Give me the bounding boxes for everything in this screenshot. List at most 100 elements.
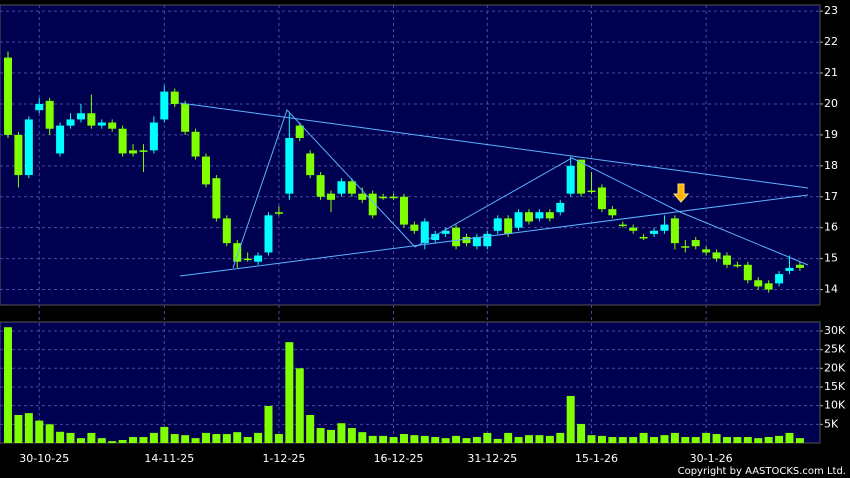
candle-body (691, 240, 700, 247)
y-tick-label: 10K (824, 399, 846, 412)
volume-bar (327, 429, 336, 443)
volume-bar (347, 428, 356, 443)
candle-body (764, 283, 773, 290)
volume-bar (743, 437, 752, 443)
candle-body (181, 103, 190, 132)
x-tick-label: 30-1-26 (690, 452, 733, 465)
volume-bar (87, 432, 96, 443)
volume-bar (316, 428, 325, 443)
volume-bar (722, 437, 731, 443)
candle-body (76, 113, 85, 120)
candle-body (97, 122, 106, 126)
candle-body (483, 233, 492, 247)
candle-body (264, 215, 273, 253)
candle-body (160, 91, 169, 120)
volume-bar (514, 437, 523, 443)
candle-body (472, 236, 481, 247)
candle-body (368, 193, 377, 216)
candle-body (577, 159, 586, 194)
signal-arrow (672, 183, 690, 203)
volume-bar (56, 431, 65, 443)
volume-bar (306, 414, 315, 443)
volume-bar (629, 437, 638, 443)
grid (0, 5, 820, 443)
volume-bar (441, 438, 450, 443)
volume-bar (45, 424, 54, 443)
candle-body (108, 122, 117, 129)
candle-body (795, 264, 804, 268)
volume-bar (420, 435, 429, 443)
candle-body (274, 212, 283, 214)
volume-bar (556, 432, 565, 443)
volume-bar (504, 432, 513, 443)
candle-body (191, 131, 200, 157)
candle-body (452, 227, 461, 247)
candle-body (504, 218, 513, 234)
x-tick-label: 15-1-26 (575, 452, 618, 465)
candle-body (399, 196, 408, 225)
y-tick-label: 15 (824, 252, 838, 265)
volume-bar (181, 435, 190, 443)
volume-bar (97, 438, 106, 443)
candle-body (327, 193, 336, 200)
candle-body (295, 125, 304, 138)
volume-bar (24, 413, 33, 443)
candle-body (722, 255, 731, 265)
volume-bar (660, 435, 669, 443)
x-tick-label: 14-11-25 (144, 452, 194, 465)
volume-bar (358, 432, 367, 443)
candle-body (650, 230, 659, 234)
candle-body (441, 230, 450, 234)
x-tick-label: 31-12-25 (467, 452, 517, 465)
candle-body (545, 212, 554, 219)
candle-body (566, 165, 575, 194)
volume-bar (108, 441, 117, 443)
y-tick-label: 16 (824, 221, 838, 234)
volume-bar (368, 435, 377, 443)
candle-body (743, 264, 752, 281)
volume-bar (681, 437, 690, 443)
volume-bar (535, 435, 544, 443)
candle-body (66, 119, 75, 126)
y-tick-label: 25K (824, 343, 846, 356)
volume-bar (764, 437, 773, 443)
candle-body (379, 196, 388, 199)
volume-bar (410, 435, 419, 443)
volume-bar (264, 406, 273, 443)
candle-body (785, 267, 794, 271)
candle-body (410, 224, 419, 231)
volume-bar (483, 432, 492, 443)
candle-body (754, 280, 763, 287)
candle-body (35, 103, 44, 111)
y-tick-label: 5K (824, 417, 839, 430)
candle-body (347, 181, 356, 194)
volume-panel (0, 321, 821, 444)
candle-body (118, 128, 127, 154)
volume-bar (472, 437, 481, 443)
volume-bar (597, 435, 606, 443)
volume-bar (587, 435, 596, 443)
volume-bar (702, 432, 711, 443)
candle-body (639, 236, 648, 239)
candle-body (139, 150, 148, 152)
candle-body (660, 224, 669, 231)
volume-bar (285, 342, 294, 443)
volume-bar (170, 434, 179, 443)
volume-bar (66, 432, 75, 443)
candle-body (389, 196, 398, 199)
volume-bar (243, 437, 252, 443)
candle-body (431, 233, 440, 241)
volume-bar (233, 432, 242, 443)
volume-bar (525, 435, 533, 443)
candle-body (535, 212, 544, 219)
candle-body (525, 212, 533, 222)
volume-bar (129, 437, 138, 443)
candle-body (514, 212, 523, 228)
y-tick-label: 17 (824, 190, 838, 203)
volume-bar (274, 434, 283, 443)
volume-bar (118, 440, 127, 443)
candle-body (201, 156, 210, 185)
candle-body (712, 252, 721, 259)
x-tick-label: 30-10-25 (19, 452, 69, 465)
